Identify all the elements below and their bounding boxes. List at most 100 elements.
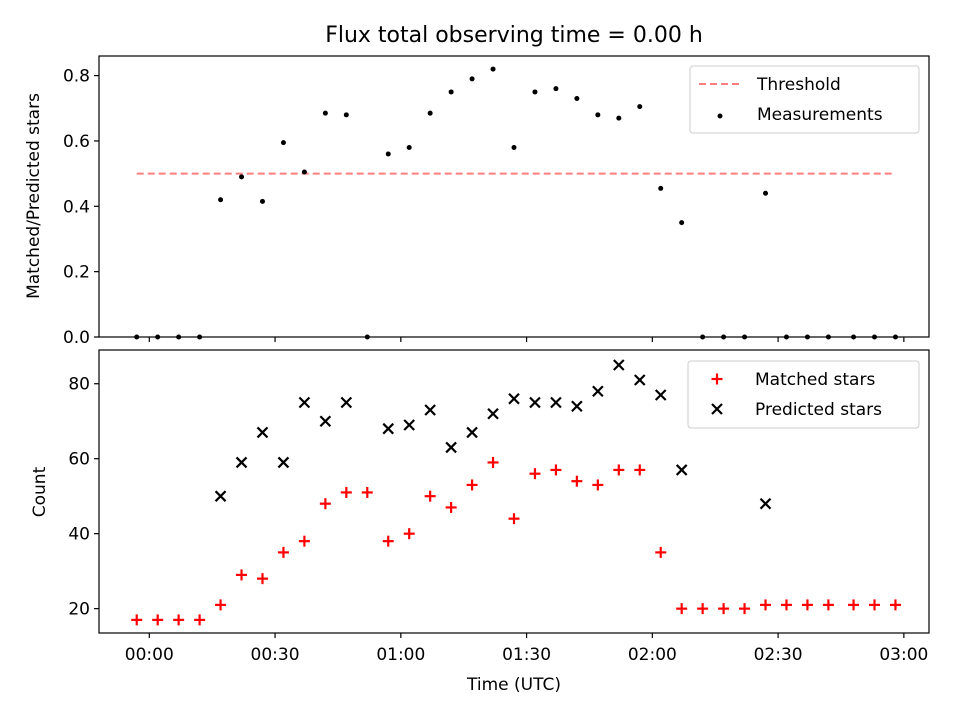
predicted-star-point — [256, 426, 269, 439]
matched-star-point — [319, 498, 331, 510]
matched-star-point — [571, 475, 583, 487]
measurement-point — [448, 89, 454, 95]
bottom-y-ticks: 20 40 60 80 — [68, 375, 99, 620]
top-y-tick-label: 0.2 — [63, 263, 90, 283]
matched-star-point — [613, 464, 625, 476]
predicted-star-point — [675, 464, 688, 476]
matched-star-point — [869, 599, 881, 611]
bottom-x-tick-label: 00:00 — [125, 645, 174, 665]
bottom-y-tick-label: 40 — [68, 525, 90, 545]
predicted-star-point — [529, 396, 541, 409]
measurement-point — [427, 110, 433, 116]
top-y-ticks: 0.0 0.2 0.4 0.6 0.8 — [63, 67, 99, 348]
predicted-star-point — [466, 426, 478, 439]
predicted-star-point — [298, 396, 311, 409]
measurement-point — [301, 169, 307, 175]
measurement-point — [218, 197, 224, 203]
measurement-point — [490, 66, 496, 72]
measurement-point — [469, 76, 475, 82]
measurement-point — [280, 140, 286, 146]
matched-star-point — [403, 528, 415, 540]
bottom-y-axis-label: Count — [30, 466, 50, 517]
matched-star-point — [298, 535, 310, 547]
top-chart-title: Flux total observing time = 0.00 h — [325, 23, 703, 48]
measurement-point — [679, 220, 685, 226]
matched-star-point — [445, 501, 457, 513]
matched-star-point — [718, 603, 730, 615]
legend-matched-stars-label: Matched stars — [755, 370, 875, 390]
bottom-x-tick-label: 02:00 — [628, 645, 677, 665]
matched-star-point — [655, 546, 667, 558]
legend-predicted-stars-label: Predicted stars — [755, 400, 882, 420]
predicted-star-point — [633, 374, 646, 386]
matched-star-point — [739, 603, 751, 615]
bottom-x-tick-label: 02:30 — [754, 645, 803, 665]
matched-star-point — [760, 599, 772, 611]
predicted-star-point — [340, 396, 353, 409]
bottom-y-tick-label: 80 — [68, 375, 90, 395]
top-y-tick-label: 0.8 — [63, 67, 90, 87]
matched-star-point — [550, 464, 562, 476]
predicted-star-point — [445, 441, 457, 454]
measurement-point — [322, 110, 328, 116]
bottom-x-tick-label: 00:30 — [251, 645, 300, 665]
top-axes-frame — [98, 55, 930, 338]
predicted-star-point — [759, 497, 772, 510]
matched-star-point — [340, 486, 352, 498]
matched-star-point — [361, 486, 373, 498]
top-panel: 0.00.20.40.60.8 Matched/Predicted stars … — [24, 55, 930, 348]
bottom-x-tick-label: 01:00 — [376, 645, 425, 665]
predicted-star-point — [235, 456, 248, 469]
matched-star-point — [822, 599, 834, 611]
measurement-point — [511, 144, 517, 150]
bottom-y-tick-label: 60 — [68, 450, 90, 470]
measurement-point — [658, 185, 664, 191]
legend-threshold-label: Threshold — [756, 75, 841, 95]
bottom-y-tick-label: 20 — [68, 600, 90, 620]
measurement-point — [616, 115, 622, 121]
top-legend: Threshold Measurements — [689, 65, 920, 134]
measurement-point — [532, 89, 538, 95]
predicted-star-point — [382, 422, 395, 435]
predicted-star-point — [508, 392, 520, 405]
measurement-point — [637, 104, 643, 110]
matched-star-point — [194, 614, 206, 626]
bottom-x-ticks: 00:00 00:30 01:00 01:30 02:00 02:30 03:00 — [125, 633, 928, 665]
bottom-x-tick-label: 03:00 — [879, 645, 928, 665]
matched-star-point — [676, 603, 688, 615]
measurement-point — [574, 95, 580, 101]
matched-star-point — [131, 614, 143, 626]
bottom-axes-frame — [98, 349, 930, 634]
top-legend-box — [689, 65, 920, 134]
measurement-point — [763, 190, 769, 196]
predicted-star-point — [654, 389, 667, 401]
matched-star-point — [848, 599, 860, 611]
matched-star-point — [801, 599, 813, 611]
predicted-star-point — [571, 400, 583, 413]
bottom-legend: Matched stars Predicted stars — [687, 360, 920, 429]
matched-star-point — [529, 468, 541, 480]
predicted-star-point — [214, 490, 227, 502]
legend-matched-stars-swatch — [711, 373, 723, 385]
top-y-tick-label: 0.4 — [63, 197, 90, 217]
matched-star-point — [634, 464, 646, 476]
matched-star-point — [152, 614, 164, 626]
measurement-point — [343, 112, 349, 118]
legend-predicted-stars-swatch — [711, 403, 723, 415]
predicted-star-point — [613, 359, 625, 371]
matched-star-point — [487, 456, 499, 468]
bottom-legend-box — [687, 360, 920, 429]
measurement-point — [406, 144, 412, 150]
top-y-axis-label: Matched/Predicted stars — [24, 93, 44, 299]
measurement-point — [239, 174, 245, 180]
measurement-point — [385, 151, 391, 157]
matched-star-point — [466, 479, 478, 491]
matched-star-point — [236, 569, 248, 581]
matched-star-point — [277, 546, 289, 558]
predicted-star-point — [403, 419, 415, 431]
matched-star-point — [780, 599, 792, 611]
x-axis-label: Time (UTC) — [466, 675, 561, 695]
matched-star-point — [424, 490, 436, 502]
